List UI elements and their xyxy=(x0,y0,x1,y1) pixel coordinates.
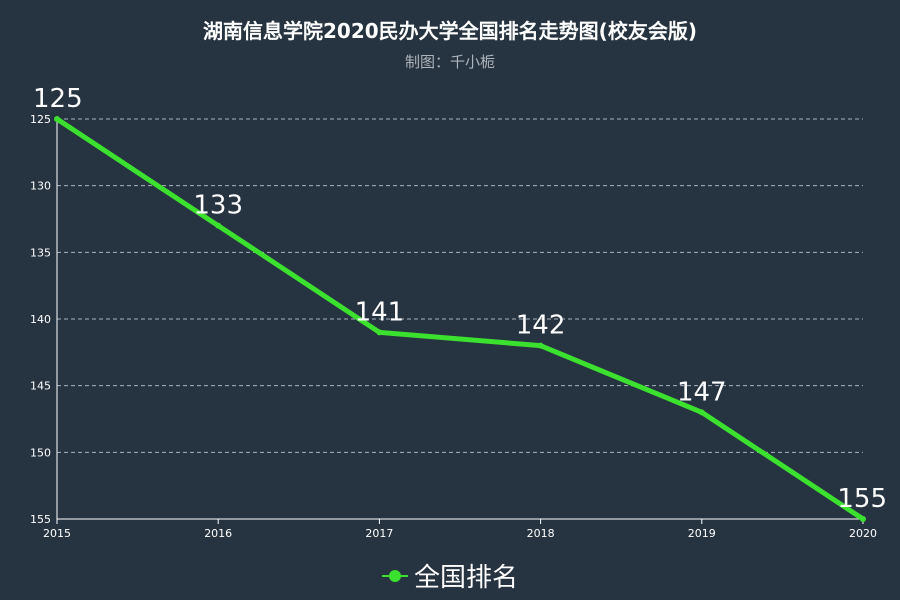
x-tick-label: 2016 xyxy=(204,527,232,540)
x-tick-label: 2020 xyxy=(849,527,877,540)
data-point xyxy=(215,222,222,229)
x-tick-label: 2019 xyxy=(688,527,716,540)
series-line xyxy=(54,116,866,522)
y-tick-label: 140 xyxy=(30,313,51,326)
data-label: 141 xyxy=(355,297,405,327)
data-point xyxy=(860,516,866,522)
chart-subtitle: 制图：千小栀 xyxy=(404,53,495,71)
data-label: 155 xyxy=(837,484,887,514)
data-label: 142 xyxy=(516,311,566,341)
y-tick-label: 135 xyxy=(30,246,51,259)
legend-line-marker-icon xyxy=(381,568,408,584)
x-tick-label: 2017 xyxy=(365,527,393,540)
data-label: 133 xyxy=(193,191,243,221)
x-tick-label: 2018 xyxy=(527,527,555,540)
y-tick-label: 155 xyxy=(30,513,51,526)
data-label: 147 xyxy=(677,377,727,407)
data-point xyxy=(376,329,383,336)
y-tick-label: 125 xyxy=(30,113,51,126)
y-tick-label: 145 xyxy=(30,380,51,393)
y-tick-label: 150 xyxy=(30,446,51,459)
legend[interactable]: 全国排名 xyxy=(0,557,900,594)
data-point xyxy=(54,116,60,122)
y-tick-label: 130 xyxy=(30,180,51,193)
chart-title: 湖南信息学院2020民办大学全国排名走势图(校友会版) xyxy=(203,19,697,43)
data-label: 125 xyxy=(33,84,83,114)
legend-label: 全国排名 xyxy=(413,563,518,593)
data-point xyxy=(537,342,544,349)
data-point xyxy=(698,409,705,416)
x-tick-label: 2015 xyxy=(43,527,71,540)
